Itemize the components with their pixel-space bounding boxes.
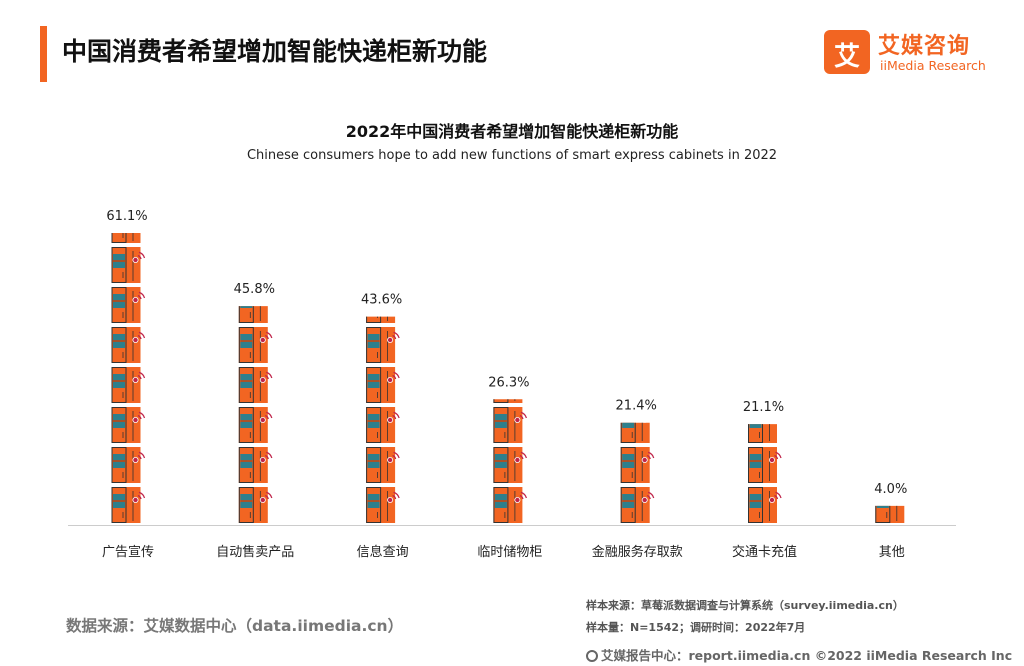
cabinet-icon bbox=[365, 486, 400, 524]
category-label: 临时储物柜 bbox=[477, 545, 542, 560]
cabinet-icon bbox=[365, 446, 400, 484]
sample-source: 样本来源：草莓派数据调查与计算系统（survey.iimedia.cn） bbox=[586, 599, 904, 612]
cabinet-icon bbox=[365, 406, 400, 444]
cabinet-icon bbox=[110, 486, 146, 524]
cabinet-icon bbox=[238, 446, 273, 484]
cabinet-icon bbox=[238, 366, 273, 404]
cabinet-icon bbox=[492, 486, 528, 524]
bar-信息查询 bbox=[365, 316, 400, 524]
cabinet-icon bbox=[110, 406, 146, 444]
data-label: 61.1% bbox=[106, 209, 147, 224]
cabinet-icon bbox=[110, 286, 146, 324]
report-center-text: 艾媒报告中心：report.iimedia.cn ©2022 iiMedia R… bbox=[601, 648, 1013, 663]
data-label: 21.1% bbox=[743, 400, 784, 415]
cabinet-icon bbox=[110, 326, 146, 364]
cabinet-icon bbox=[620, 486, 655, 524]
bar-临时储物柜 bbox=[492, 399, 528, 524]
category-label: 金融服务存取款 bbox=[592, 544, 683, 560]
cabinet-icon bbox=[238, 406, 273, 444]
category-label: 信息查询 bbox=[357, 544, 409, 560]
cabinet-icon bbox=[492, 446, 528, 484]
cabinet-icon bbox=[238, 486, 273, 524]
data-label: 45.8% bbox=[234, 282, 275, 297]
cabinet-icon bbox=[747, 446, 782, 484]
category-label: 其他 bbox=[879, 545, 905, 560]
cabinet-icon bbox=[747, 486, 782, 524]
cabinet-icon bbox=[620, 446, 655, 484]
chart-subtitle: Chinese consumers hope to add new functi… bbox=[246, 148, 778, 163]
logo-name-en: iiMedia Research bbox=[880, 58, 986, 73]
data-label: 21.4% bbox=[616, 399, 657, 414]
logo-mark-text: 艾 bbox=[833, 42, 860, 72]
data-label: 4.0% bbox=[874, 482, 907, 497]
logo-mark-icon: 艾 bbox=[824, 30, 870, 74]
data-label: 26.3% bbox=[488, 375, 529, 390]
cabinet-icon bbox=[110, 366, 146, 404]
title-accent-bar bbox=[40, 26, 47, 82]
category-label: 交通卡充值 bbox=[732, 544, 797, 560]
data-source: 数据来源：艾媒数据中心（data.iimedia.cn） bbox=[66, 617, 404, 635]
cabinet-icon bbox=[110, 246, 146, 284]
bar-自动售卖产品 bbox=[238, 306, 273, 524]
category-label: 自动售卖产品 bbox=[216, 544, 294, 560]
report-center-icon bbox=[586, 650, 598, 662]
brand-logo: 艾 艾媒咨询 iiMedia Research bbox=[824, 28, 1004, 78]
bar-广告宣传 bbox=[110, 233, 146, 524]
bar-交通卡充值 bbox=[747, 424, 782, 524]
page-title: 中国消费者希望增加智能快递柜新功能 bbox=[62, 37, 488, 66]
bar-金融服务存取款 bbox=[620, 422, 655, 524]
cabinet-icon bbox=[238, 326, 273, 364]
category-label: 广告宣传 bbox=[102, 544, 154, 560]
report-center-line: 艾媒报告中心：report.iimedia.cn ©2022 iiMedia R… bbox=[586, 645, 1012, 664]
cabinet-icon bbox=[365, 366, 400, 404]
cabinet-icon bbox=[492, 406, 528, 444]
sample-info: 样本量：N=1542；调研时间：2022年7月 bbox=[586, 621, 806, 634]
cabinet-icon bbox=[365, 326, 400, 364]
logo-name-cn: 艾媒咨询 bbox=[878, 34, 971, 59]
cabinet-icon bbox=[110, 446, 146, 484]
data-label: 43.6% bbox=[361, 293, 402, 308]
chart-title: 2022年中国消费者希望增加智能快递柜新功能 bbox=[345, 122, 679, 141]
